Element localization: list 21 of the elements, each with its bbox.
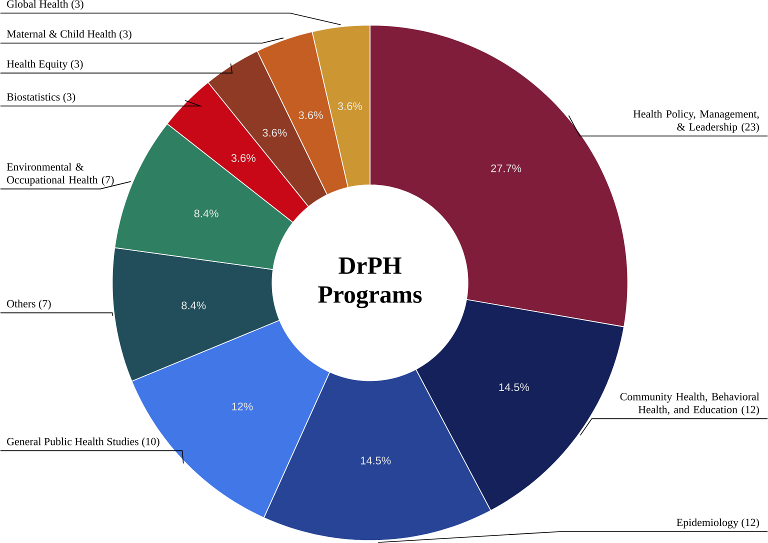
slice-label: Health Policy, Management, & Leadership (23): [633, 110, 759, 133]
data-label: 12%: [232, 402, 253, 410]
data-label: 3.6%: [298, 111, 323, 120]
slice-label: Others (7): [7, 300, 51, 310]
data-label: 8.4%: [194, 210, 218, 218]
text: DrPH Programs: [318, 258, 422, 308]
slice-label: Health Equity (3): [6, 60, 83, 70]
data-label: 14.5%: [360, 456, 391, 464]
slice-label: Community Health, Behavioral Health, and Education (12): [620, 392, 760, 416]
slice-label: Global Health (3): [7, 0, 84, 10]
slice-label: Epidemiology (12): [676, 518, 759, 528]
data-label: 3.6%: [231, 154, 256, 162]
data-label: 3.6%: [262, 128, 287, 137]
data-label: 3.6%: [338, 102, 362, 110]
slice-label: Maternal & Child Health (3): [6, 30, 132, 40]
data-label: 27.7%: [491, 164, 522, 172]
data-label: 14.5%: [499, 383, 530, 392]
slice-label: Biostatistics (3): [6, 92, 76, 103]
data-label: 8.4%: [182, 302, 206, 310]
slice-label: Environmental & Occupational Health (7): [6, 162, 114, 186]
slice-label: General Public Health Studies (10): [7, 438, 160, 448]
